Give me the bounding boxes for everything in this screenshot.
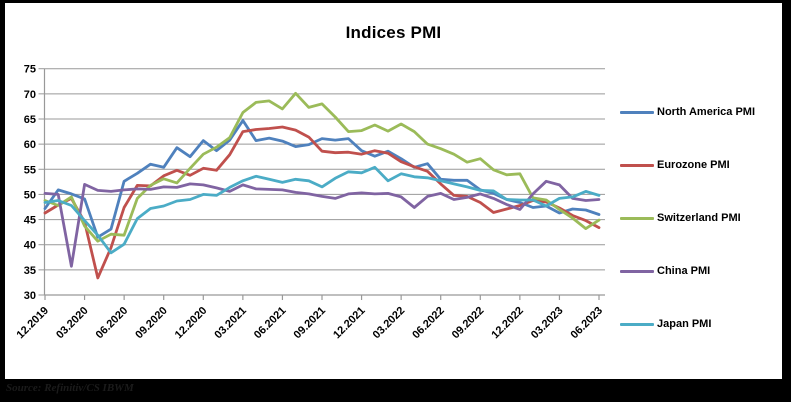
svg-text:12.2022: 12.2022: [489, 305, 526, 342]
svg-text:03.2020: 03.2020: [54, 305, 91, 342]
svg-text:09.2021: 09.2021: [292, 305, 329, 342]
source-note: Source: Refinitiv/CS IBWM: [6, 382, 134, 394]
series-line-china: [43, 179, 601, 268]
svg-text:06.2020: 06.2020: [94, 305, 131, 342]
svg-text:12.2021: 12.2021: [331, 305, 368, 342]
svg-text:65: 65: [24, 114, 36, 126]
y-axis-labels: 30 35 40 45 50 55 60 65 70 75: [24, 64, 36, 302]
series-line-japan: [43, 165, 601, 255]
svg-text:55: 55: [24, 164, 36, 176]
svg-text:50: 50: [24, 189, 36, 201]
svg-text:03.2021: 03.2021: [212, 305, 249, 342]
svg-text:12.2019: 12.2019: [15, 305, 52, 342]
svg-text:30: 30: [24, 290, 36, 302]
svg-text:75: 75: [24, 64, 36, 76]
x-axis-labels: 12.2019 03.2020 06.2020 09.2020 12.2020 03.20…: [15, 295, 606, 342]
chart-panel: Indices PMI 30 35 40 45 50 55 60 65 70 75 12.2019 0…: [5, 3, 782, 379]
series-line-switzerland: [43, 91, 601, 243]
svg-text:03.2023: 03.2023: [529, 305, 566, 342]
series-line-eurozone: [43, 125, 601, 280]
svg-text:03.2022: 03.2022: [371, 305, 408, 342]
axes: [43, 68, 605, 296]
svg-text:35: 35: [24, 265, 36, 277]
svg-text:12.2020: 12.2020: [173, 305, 210, 342]
svg-text:06.2022: 06.2022: [410, 305, 447, 342]
svg-text:40: 40: [24, 240, 36, 252]
svg-text:60: 60: [24, 139, 36, 151]
chart-title: Indices PMI: [345, 23, 442, 42]
svg-text:45: 45: [24, 215, 36, 227]
svg-text:06.2021: 06.2021: [252, 305, 289, 342]
svg-text:70: 70: [24, 89, 36, 101]
svg-text:09.2022: 09.2022: [450, 305, 487, 342]
svg-text:09.2020: 09.2020: [133, 305, 170, 342]
svg-text:06.2023: 06.2023: [569, 305, 606, 342]
